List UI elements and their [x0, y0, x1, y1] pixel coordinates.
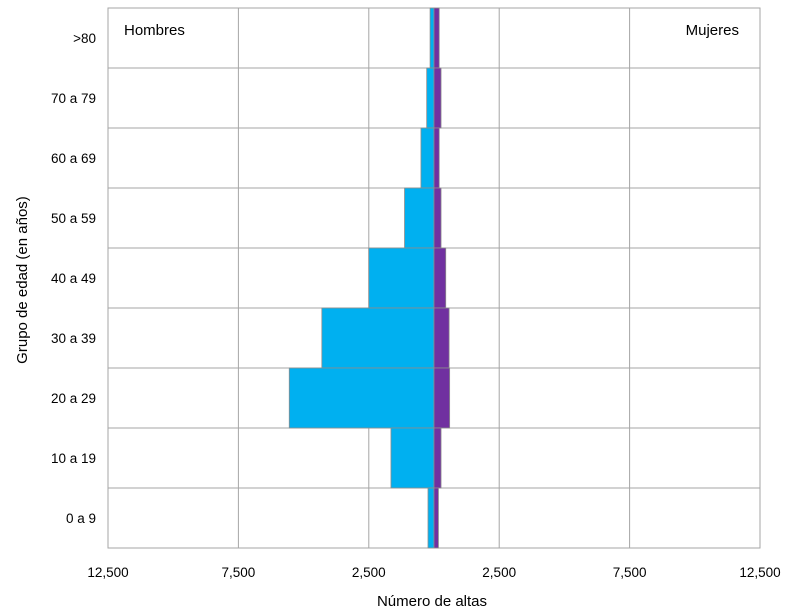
y-tick-label: 10 a 19 [51, 451, 96, 466]
bars [288, 7, 451, 549]
left-label-hombres: Hombres [124, 22, 185, 39]
x-tick-label: 12,500 [87, 565, 128, 580]
x-axis-label: Número de altas [377, 593, 487, 610]
x-tick-labels: 12,500 7,500 2,500 2,500 7,500 12,500 [87, 565, 780, 580]
bar-mujeres [433, 367, 451, 429]
y-tick-label: 70 a 79 [51, 91, 96, 106]
y-tick-label: 30 a 39 [51, 331, 96, 346]
x-tick-label: 2,500 [352, 565, 386, 580]
x-tick-label: 7,500 [613, 565, 647, 580]
x-tick-label: 12,500 [739, 565, 780, 580]
bar-hombres [390, 427, 435, 489]
bar-mujeres [433, 247, 447, 309]
bar-mujeres [433, 187, 442, 249]
bar-hombres [429, 7, 435, 69]
bar-hombres [420, 127, 435, 189]
y-axis-label: Grupo de edad (en años) [14, 196, 31, 364]
bar-hombres [427, 487, 435, 549]
bar-mujeres [433, 7, 440, 69]
bar-mujeres [433, 67, 442, 129]
y-tick-label: 40 a 49 [51, 271, 96, 286]
y-tick-label: 0 a 9 [66, 511, 96, 526]
y-tick-label: >80 [73, 31, 96, 46]
bar-hombres [368, 247, 435, 309]
bar-hombres [321, 307, 435, 369]
bar-mujeres [433, 127, 440, 189]
x-tick-label: 7,500 [222, 565, 256, 580]
x-tick-label: 2,500 [482, 565, 516, 580]
y-tick-label: 20 a 29 [51, 391, 96, 406]
bar-hombres [426, 67, 435, 129]
y-tick-label: 60 a 69 [51, 151, 96, 166]
bar-mujeres [433, 487, 439, 549]
y-tick-label: 50 a 59 [51, 211, 96, 226]
right-label-mujeres: Mujeres [686, 22, 739, 39]
bar-hombres [404, 187, 435, 249]
bar-mujeres [433, 427, 442, 489]
bar-mujeres [433, 307, 450, 369]
bar-hombres [288, 367, 435, 429]
y-tick-labels: >80 70 a 79 60 a 69 50 a 59 40 a 49 30 a 39 20… [51, 31, 96, 526]
